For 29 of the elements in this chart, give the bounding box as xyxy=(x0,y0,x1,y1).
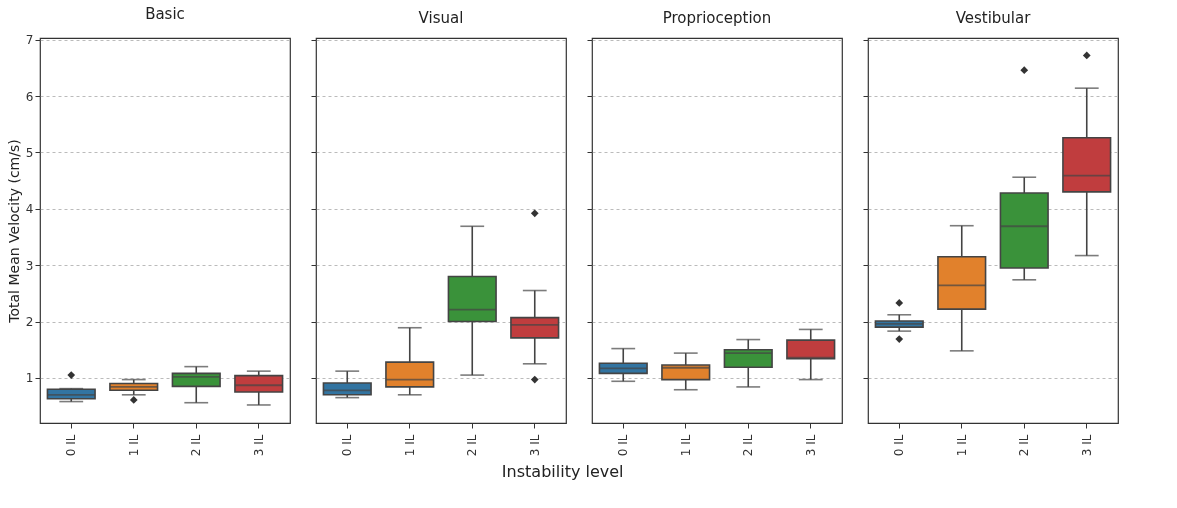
y-tick-label: 7 xyxy=(25,33,34,48)
y-tick-label: 4 xyxy=(25,202,34,217)
x-tick-label: 0 IL xyxy=(616,434,631,457)
x-tick-label: 3 IL xyxy=(527,434,542,457)
x-tick-label: 3 IL xyxy=(803,434,818,457)
x-tick-label: 3 IL xyxy=(251,434,266,457)
x-tick-label: 0 IL xyxy=(340,434,355,457)
x-tick-label: 3 IL xyxy=(1079,434,1094,457)
x-tick-label: 1 IL xyxy=(126,434,141,457)
chart-title: Basic xyxy=(145,4,185,23)
x-tick-label: 1 IL xyxy=(402,434,417,457)
x-tick-label: 0 IL xyxy=(892,434,907,457)
y-tick-label: 3 xyxy=(25,258,34,273)
x-tick-label: 2 IL xyxy=(741,434,756,457)
y-tick-label: 6 xyxy=(25,89,34,104)
y-tick-label: 1 xyxy=(25,371,34,386)
chart-title: Visual xyxy=(418,9,464,27)
x-axis-title: Instability level xyxy=(501,462,624,482)
x-tick-label: 2 IL xyxy=(189,434,204,457)
y-tick-label: 2 xyxy=(25,315,34,330)
x-tick-label: 2 IL xyxy=(465,434,480,457)
x-tick-label: 2 IL xyxy=(1017,434,1032,457)
y-tick-label: 5 xyxy=(25,145,34,160)
y-axis-title: Total Mean Velocity (cm/s) xyxy=(5,139,22,324)
chart-title: Vestibular xyxy=(955,9,1032,27)
x-tick-label: 0 IL xyxy=(64,434,79,457)
x-tick-label: 1 IL xyxy=(954,434,969,457)
x-tick-label: 1 IL xyxy=(678,434,693,457)
chart-title: Proprioception xyxy=(662,9,772,27)
